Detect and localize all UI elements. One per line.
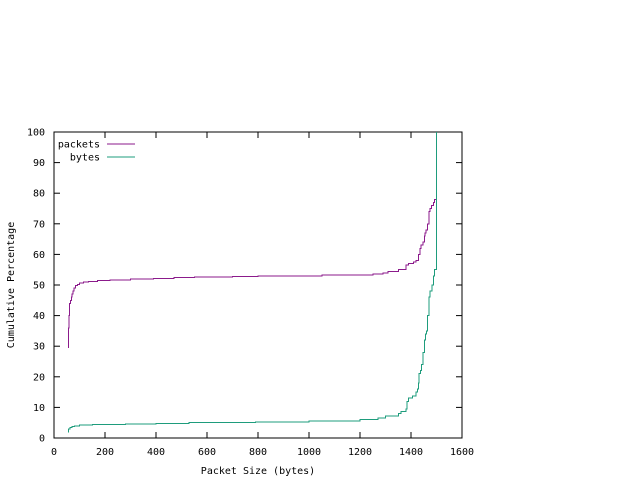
- y-tick-label: 10: [33, 403, 45, 414]
- x-tick-label: 800: [249, 447, 267, 458]
- x-tick-label: 1200: [348, 447, 372, 458]
- y-tick-label: 70: [33, 219, 45, 230]
- legend-label-bytes: bytes: [70, 153, 100, 164]
- series-layer: [67, 132, 437, 433]
- y-tick-label: 0: [39, 434, 45, 445]
- y-tick-label: 50: [33, 281, 45, 292]
- plot-frame: [53, 131, 463, 439]
- x-tick-label: 200: [96, 447, 114, 458]
- y-axis-label: Cumulative Percentage: [6, 222, 17, 348]
- y-tick-label: 30: [33, 342, 45, 353]
- series-line-bytes: [67, 132, 437, 433]
- y-tick-label: 90: [33, 158, 45, 169]
- legend-label-packets: packets: [58, 140, 100, 151]
- y-tick-label: 100: [27, 128, 45, 139]
- y-tick-label: 80: [33, 189, 45, 200]
- x-tick-label: 400: [147, 447, 165, 458]
- x-tick-label: 600: [198, 447, 216, 458]
- axes-layer: 0 200 400 600 800 1000 1200 1400 1600 0 10 20 30 40 50…: [27, 128, 474, 459]
- legend: packets bytes: [58, 140, 135, 164]
- x-tick-label: 1000: [297, 447, 321, 458]
- y-tick-label: 40: [33, 311, 45, 322]
- y-tick-label: 60: [33, 250, 45, 261]
- series-line-packets: [67, 132, 437, 349]
- x-tick-label: 1600: [450, 447, 474, 458]
- y-tick-label: 20: [33, 372, 45, 383]
- x-tick-label: 1400: [399, 447, 423, 458]
- x-axis-label: Packet Size (bytes): [201, 466, 315, 477]
- x-tick-label: 0: [51, 447, 57, 458]
